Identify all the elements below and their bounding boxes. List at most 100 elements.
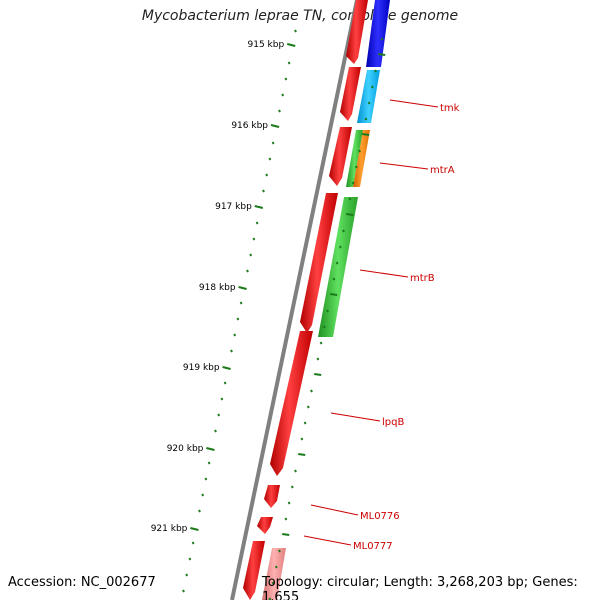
inner-major-tick — [314, 373, 322, 376]
ruler-minor-tick — [204, 477, 208, 481]
ruler-minor-tick — [278, 109, 281, 113]
ruler-minor-tick — [294, 29, 297, 33]
inner-major-tick — [362, 133, 370, 136]
cds-arrow-mtrb — [300, 193, 338, 333]
gene-leader-line — [389, 99, 439, 108]
ruler-label: 919 kbp — [183, 363, 220, 373]
inner-minor-tick — [322, 325, 326, 329]
ruler-major-tick — [238, 286, 247, 290]
ruler-major-tick — [222, 366, 231, 370]
ruler-minor-tick — [249, 253, 253, 257]
inner-minor-tick — [316, 357, 320, 361]
inner-minor-tick — [332, 277, 336, 281]
ruler-minor-tick — [268, 157, 272, 161]
accession-text: Accession: NC_002677 — [8, 575, 156, 590]
topology-text: Topology: circular; Length: 3,268,203 bp… — [262, 575, 578, 600]
inner-minor-tick — [287, 501, 291, 505]
inner-minor-tick — [358, 149, 361, 153]
gene-leader-line — [303, 535, 352, 546]
ruler-minor-tick — [284, 77, 288, 81]
ruler-minor-tick — [214, 429, 217, 433]
inner-minor-tick — [335, 261, 339, 265]
genome-backbone — [230, 0, 359, 600]
ruler-minor-tick — [262, 189, 265, 193]
gene-label: ML0777 — [353, 541, 393, 552]
inner-minor-tick — [342, 229, 345, 233]
ruler-minor-tick — [191, 541, 195, 545]
ruler-minor-tick — [185, 573, 189, 577]
inner-minor-tick — [284, 517, 288, 521]
ruler-minor-tick — [287, 61, 291, 65]
inner-minor-tick — [354, 165, 358, 169]
ruler-minor-tick — [236, 317, 240, 321]
ruler-minor-tick — [230, 349, 233, 353]
ruler-minor-tick — [255, 221, 259, 225]
feature-arrow-green — [318, 197, 358, 337]
gene-leader-line — [379, 162, 429, 170]
inner-minor-tick — [271, 581, 275, 585]
inner-minor-tick — [303, 421, 307, 425]
ruler-minor-tick — [223, 381, 227, 385]
inner-minor-tick — [380, 37, 384, 41]
cds-arrow-ml0777 — [257, 517, 273, 534]
ruler-minor-tick — [239, 301, 243, 305]
inner-minor-tick — [370, 85, 374, 89]
gene-label: ML0776 — [360, 511, 400, 522]
gene-leader-line — [310, 504, 359, 516]
cds-arrow-tmk — [340, 67, 361, 121]
ruler-label: 918 kbp — [199, 283, 236, 293]
inner-major-tick — [330, 293, 338, 296]
inner-minor-tick — [367, 101, 371, 105]
inner-major-tick — [346, 213, 354, 216]
inner-major-tick — [282, 533, 290, 536]
ruler-minor-tick — [182, 589, 185, 593]
ruler-major-tick — [254, 205, 264, 209]
inner-minor-tick — [364, 117, 368, 121]
ruler-minor-tick — [207, 461, 211, 465]
ruler-major-tick — [270, 124, 280, 128]
inner-minor-tick — [290, 485, 294, 489]
ruler-minor-tick — [201, 493, 205, 497]
ruler-minor-tick — [188, 557, 192, 561]
inner-minor-tick — [351, 181, 355, 185]
feature-arrow-blue — [366, 0, 390, 67]
gene-label: lpqB — [382, 417, 404, 428]
inner-minor-tick — [319, 341, 323, 345]
inner-major-tick — [298, 453, 306, 456]
inner-minor-tick — [348, 197, 352, 201]
inner-minor-tick — [278, 549, 281, 553]
feature-arrow-pink — [262, 548, 286, 600]
feature-arrow-orange — [353, 130, 370, 187]
inner-minor-tick — [306, 405, 310, 409]
inner-minor-tick — [310, 389, 313, 393]
ruler-minor-tick — [246, 269, 249, 273]
feature-track — [243, 0, 390, 600]
ruler-major-tick — [286, 43, 296, 47]
ruler-minor-tick — [271, 141, 275, 145]
feature-arrow-green-small — [346, 130, 363, 187]
ruler-major-tick — [206, 447, 215, 451]
coordinate-ruler: 915 kbp 916 kbp 917 kbp 918 kbp 919 kbp 920 k… — [151, 29, 386, 600]
cds-arrow-lpqb — [270, 331, 313, 476]
inner-minor-tick — [274, 565, 278, 569]
ruler-major-tick — [190, 527, 199, 531]
gene-label: mtrA — [430, 165, 455, 176]
ruler-label: 916 kbp — [231, 121, 268, 131]
ruler-label: 915 kbp — [248, 40, 285, 50]
gene-label: mtrB — [410, 273, 435, 284]
feature-arrow-cyan — [357, 70, 380, 123]
ruler-minor-tick — [252, 237, 256, 241]
ruler-minor-tick — [198, 509, 201, 513]
inner-minor-tick — [374, 69, 377, 73]
inner-minor-tick — [294, 469, 297, 473]
gene-leader-line — [330, 412, 381, 422]
ruler-minor-tick — [217, 413, 221, 417]
ruler-minor-tick — [281, 93, 285, 97]
inner-major-tick — [378, 53, 386, 56]
inner-minor-tick — [326, 309, 329, 313]
cds-arrow — [243, 541, 265, 600]
cds-arrow — [346, 0, 368, 64]
cds-arrow-mtra — [329, 127, 352, 186]
